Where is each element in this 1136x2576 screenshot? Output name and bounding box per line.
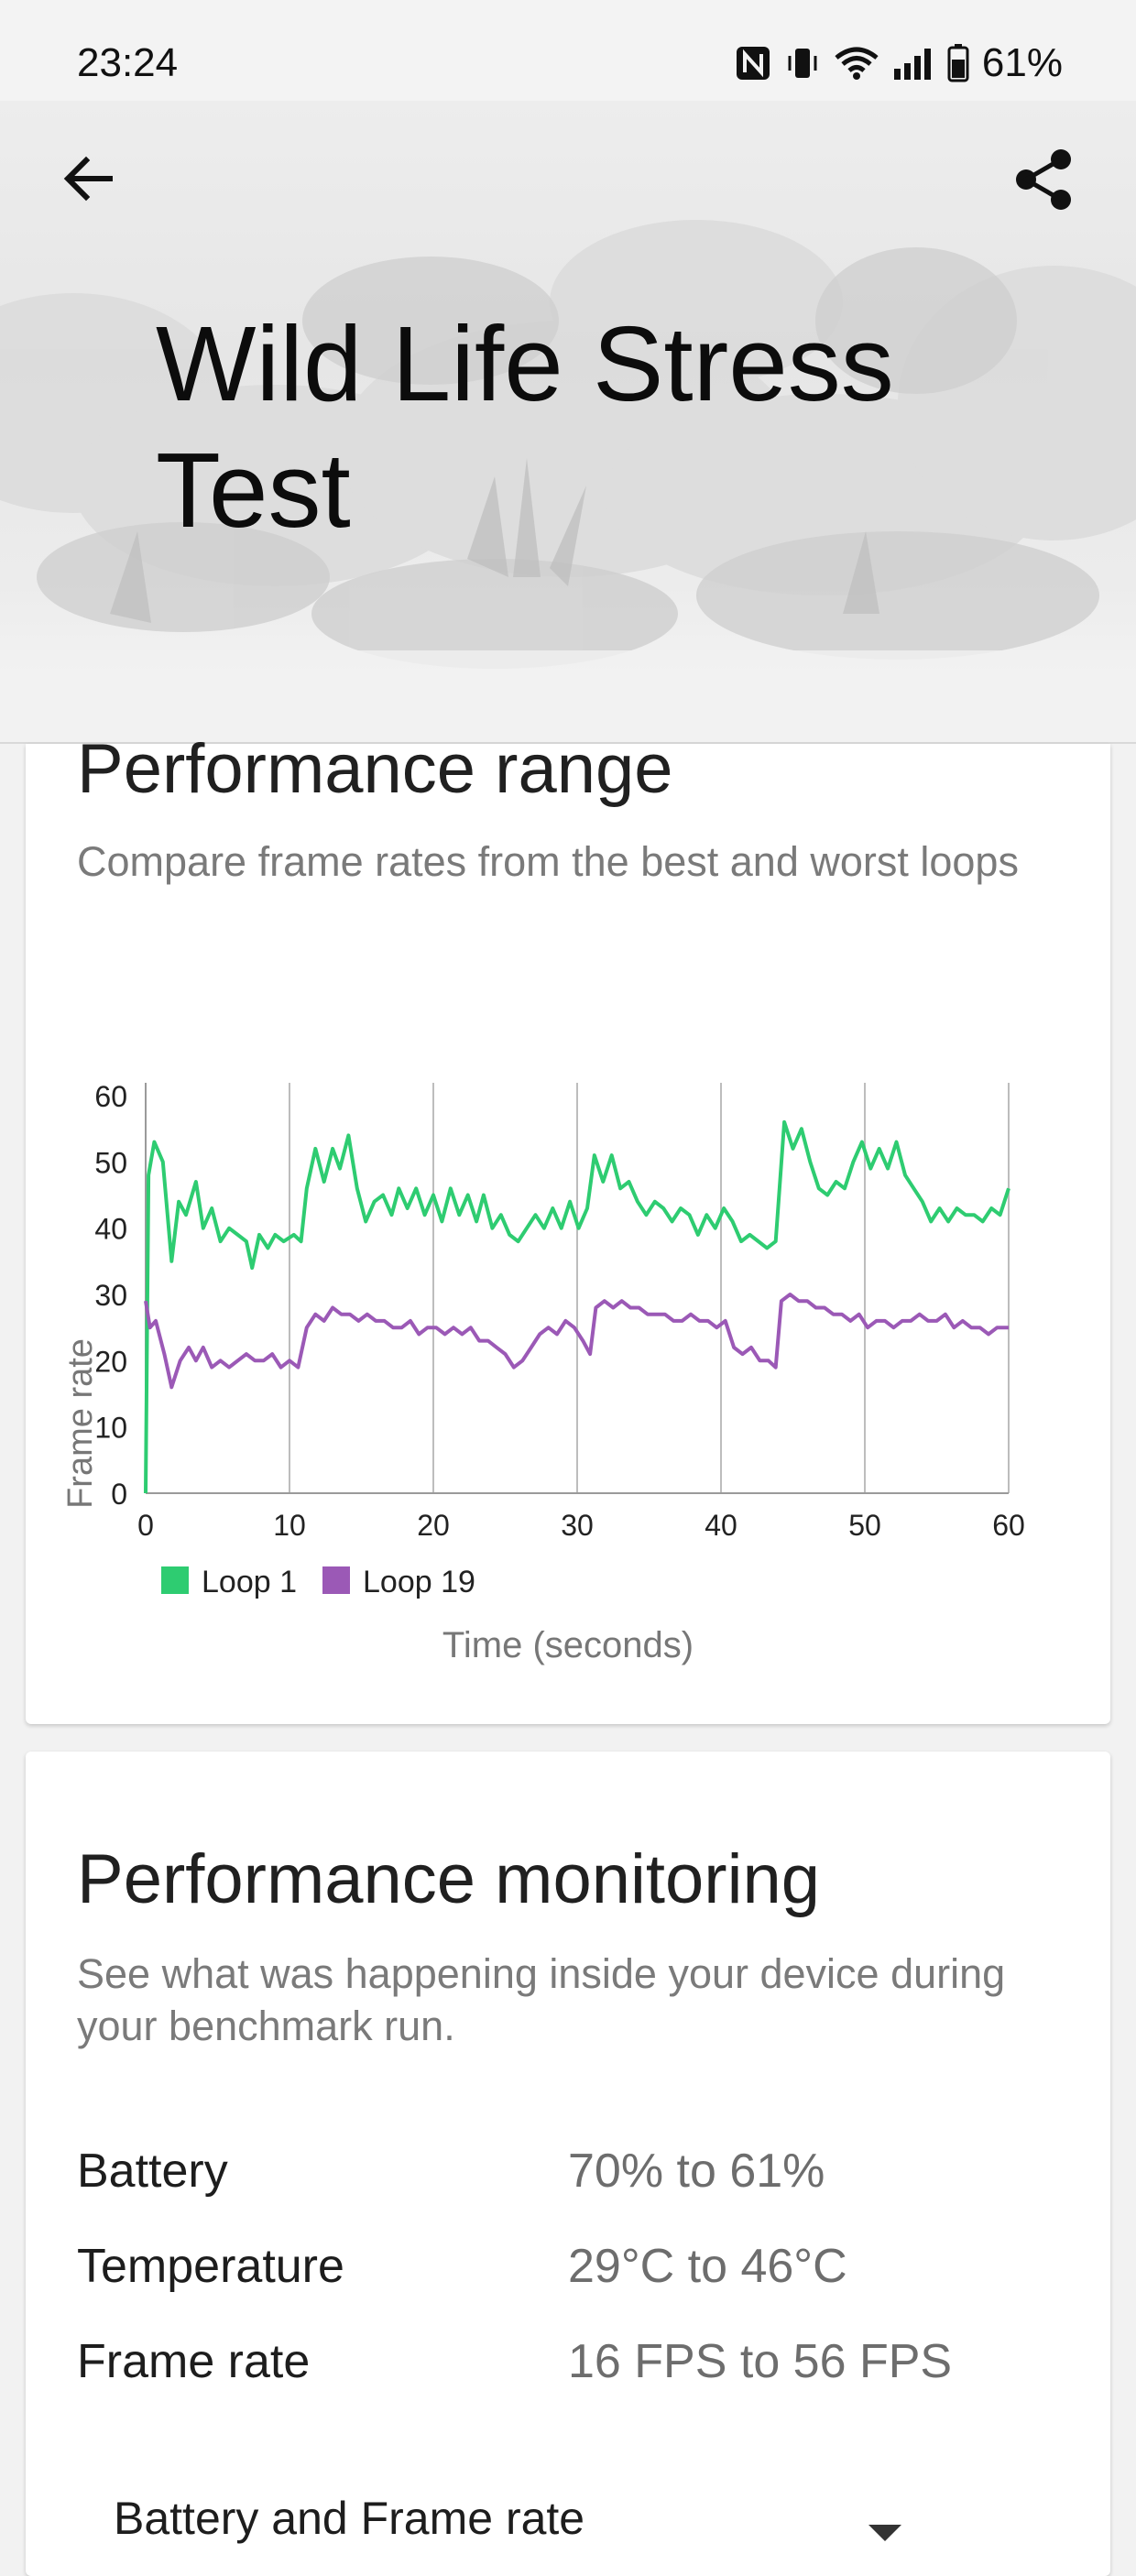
battery-percent: 61% <box>981 40 1063 85</box>
y-tick-label: 20 <box>94 1345 127 1378</box>
dropdown-arrow-icon <box>868 2525 901 2541</box>
arrow-back-icon <box>63 156 113 202</box>
legend-label: Loop 1 <box>202 1565 297 1599</box>
stat-value: 29°C to 46°C <box>568 2240 847 2293</box>
performance-range-subtitle: Compare frame rates from the best and wo… <box>77 838 1019 885</box>
back-button[interactable] <box>57 147 121 211</box>
chart-series <box>144 1119 1010 1494</box>
battery-icon <box>947 44 969 82</box>
status-time: 23:24 <box>77 40 179 85</box>
status-icons: 61% <box>735 40 1063 86</box>
stat-row-temperature: Temperature 29°C to 46°C <box>77 2239 1085 2303</box>
y-tick-label: 50 <box>94 1146 127 1179</box>
legend-swatch <box>161 1566 189 1594</box>
stat-value: 16 FPS to 56 FPS <box>568 2335 953 2388</box>
signal-icon <box>892 45 934 82</box>
x-tick-label: 10 <box>273 1509 306 1542</box>
stat-label: Frame rate <box>77 2335 311 2388</box>
stat-label: Battery <box>77 2145 228 2198</box>
header-background-image <box>0 220 1136 742</box>
share-icon <box>1016 149 1071 210</box>
vibrate-icon <box>784 45 821 82</box>
y-tick-label: 10 <box>94 1412 127 1445</box>
chart-ticks: 0 10 20 30 40 50 60 0 10 20 30 40 50 60 <box>94 1080 1024 1542</box>
x-tick-label: 50 <box>848 1509 881 1542</box>
chart-grid <box>145 1083 1010 1493</box>
y-tick-label: 60 <box>94 1080 127 1113</box>
stat-value: 70% to 61% <box>568 2145 825 2198</box>
stat-label: Temperature <box>77 2240 344 2293</box>
chart-type-dropdown[interactable]: Battery and Frame rate <box>114 2492 938 2547</box>
performance-monitoring-card: Performance monitoring See what was happ… <box>26 1752 1110 2576</box>
x-tick-label: 20 <box>417 1509 450 1542</box>
performance-monitoring-title: Performance monitoring <box>77 1840 821 1918</box>
page-title: Wild Life Stress Test <box>156 304 894 550</box>
stat-row-frame-rate: Frame rate 16 FPS to 56 FPS <box>77 2334 1085 2398</box>
header-banner: Wild Life Stress Test <box>0 101 1136 744</box>
series-line-2 <box>144 1293 1009 1390</box>
share-button[interactable] <box>1008 143 1081 216</box>
y-axis-label: Frame rate <box>61 1338 100 1509</box>
nfc-icon <box>735 45 771 82</box>
x-axis-label: Time (seconds) <box>442 1625 694 1665</box>
x-tick-label: 30 <box>561 1509 594 1542</box>
y-tick-label: 40 <box>94 1213 127 1246</box>
dropdown-selected-value: Battery and Frame rate <box>114 2493 585 2544</box>
x-tick-label: 60 <box>992 1509 1025 1542</box>
y-tick-label: 30 <box>94 1279 127 1312</box>
wifi-icon <box>834 45 879 82</box>
legend-label: Loop 19 <box>363 1565 475 1599</box>
performance-range-card: Performance range Compare frame rates fr… <box>26 730 1110 1724</box>
y-tick-label: 0 <box>111 1478 127 1511</box>
chart-legend: Loop 1 Loop 19 <box>161 1565 475 1599</box>
stat-row-battery: Battery 70% to 61% <box>77 2144 1085 2208</box>
frame-rate-chart: 0 10 20 30 40 50 60 0 10 20 30 40 50 60 Frame rate Lo… <box>61 1080 1025 1665</box>
status-bar: 23:24 61% <box>0 0 1136 101</box>
x-tick-label: 0 <box>137 1509 154 1542</box>
series-line-1 <box>144 1119 1010 1494</box>
performance-range-title: Performance range <box>77 730 673 808</box>
legend-swatch <box>322 1566 350 1594</box>
performance-monitoring-subtitle: See what was happening inside your devic… <box>77 1950 1006 2049</box>
x-tick-label: 40 <box>705 1509 737 1542</box>
